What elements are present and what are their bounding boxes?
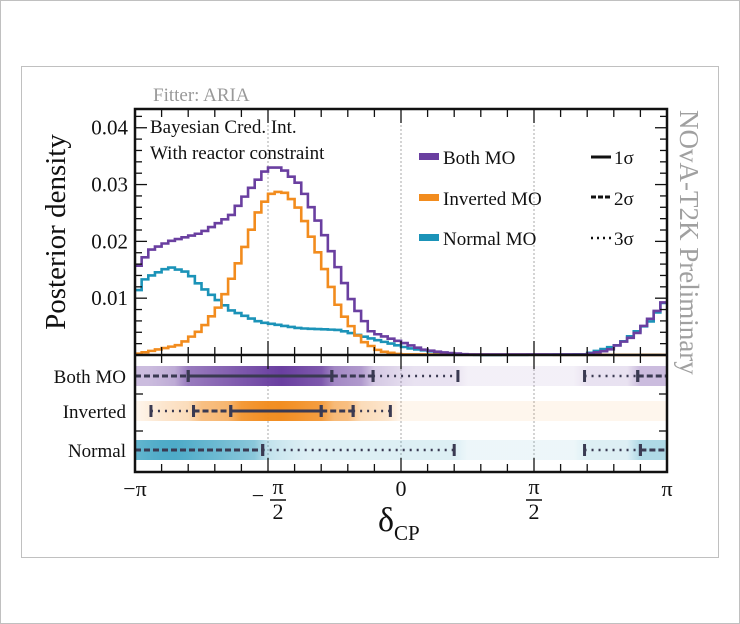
x-tick-label-denominator: 2 [529,499,540,524]
row-label: Both MO [54,367,126,388]
annotation-line-1: Bayesian Cred. Int. [150,117,297,138]
x-tick-label: 0 [396,476,407,501]
legend-label-both: Both MO [443,148,515,169]
legend-label-3sigma: 3σ [614,229,634,250]
legend: Both MO Inverted MO Normal MO 1σ 2σ 3σ [419,148,634,250]
legend-swatch-normal [419,234,439,241]
x-tick-label-numerator: π [528,474,539,499]
legend-label-2sigma: 2σ [614,189,634,210]
x-tick-label-denominator: 2 [273,499,284,524]
y-tick-label: 0.01 [91,286,128,310]
y-axis-label: Posterior density [40,134,72,330]
y-tick-label: 0.04 [91,116,128,140]
x-tick-label-numerator: π [272,474,283,499]
interval-band-1 [135,401,667,421]
legend-label-normal: Normal MO [443,229,536,250]
x-tick-label: π [661,476,672,501]
legend-swatch-both [419,153,439,160]
x-axis-label-sub: CP [394,521,420,545]
legend-label-1sigma: 1σ [614,148,634,169]
legend-label-inverted: Inverted MO [443,189,542,210]
watermark: NOvA-T2K Preliminary [674,110,704,375]
x-tick-label-minus: − [252,483,264,508]
interval-band-2 [135,440,667,460]
figure-frame [21,66,719,558]
row-label: Inverted [63,402,127,423]
fitter-label: Fitter: ARIA [153,85,250,106]
row-label: Normal [68,441,126,462]
interval-band-0 [135,366,667,386]
x-axis-label: δCP [378,502,420,545]
legend-swatch-inverted [419,194,439,201]
y-tick-label: 0.03 [91,173,128,197]
x-tick-label: −π [123,476,147,501]
annotation-line-2: With reactor constraint [150,143,325,164]
y-tick-label: 0.02 [91,229,128,253]
x-axis-label-main: δ [378,502,394,539]
